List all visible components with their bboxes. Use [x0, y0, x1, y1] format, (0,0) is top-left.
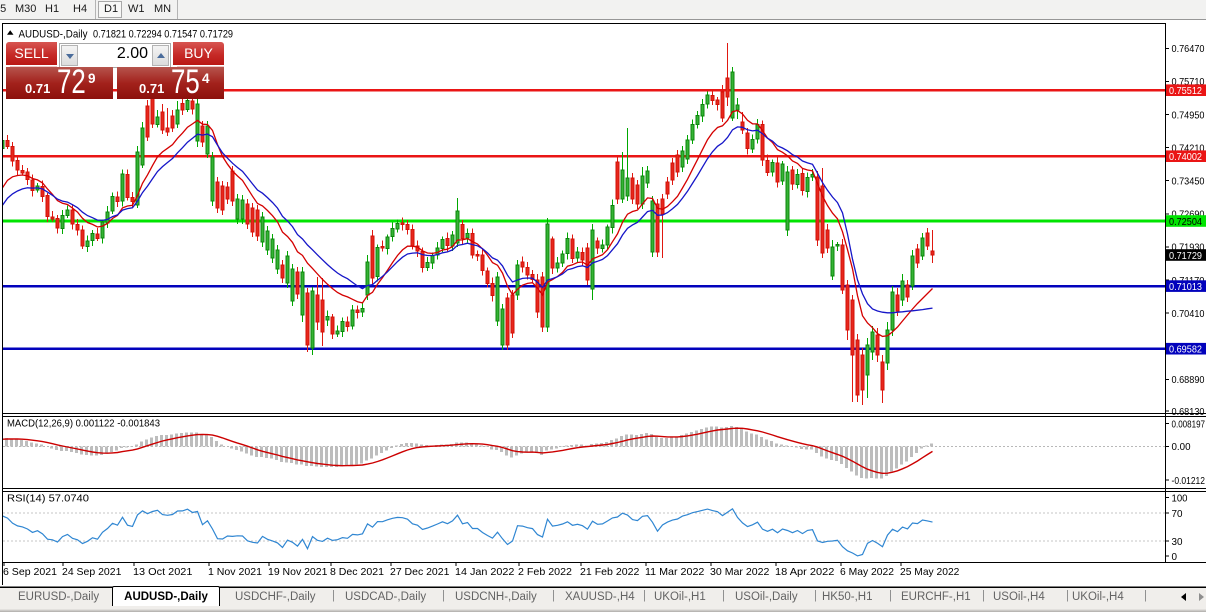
- svg-text:0.00: 0.00: [1172, 441, 1191, 453]
- svg-text:6 May 2022: 6 May 2022: [840, 566, 894, 578]
- svg-text:0.72504: 0.72504: [1169, 216, 1202, 228]
- svg-text:6 Sep 2021: 6 Sep 2021: [3, 566, 57, 578]
- svg-text:2 Feb 2022: 2 Feb 2022: [518, 566, 572, 578]
- svg-text:0.74002: 0.74002: [1169, 151, 1202, 163]
- svg-text:RSI(14) 57.0740: RSI(14) 57.0740: [7, 493, 89, 505]
- svg-text:0.69582: 0.69582: [1169, 344, 1202, 356]
- svg-text:100: 100: [1172, 492, 1188, 504]
- svg-text:27 Dec 2021: 27 Dec 2021: [390, 566, 450, 578]
- svg-text:AUDUSD-,Daily: AUDUSD-,Daily: [19, 29, 88, 41]
- svg-text:0.73450: 0.73450: [1172, 176, 1205, 188]
- svg-text:0: 0: [1172, 551, 1178, 563]
- svg-text:25 May 2022: 25 May 2022: [900, 566, 960, 578]
- svg-text:13 Oct 2021: 13 Oct 2021: [133, 566, 193, 578]
- svg-text:0.70410: 0.70410: [1172, 308, 1205, 320]
- svg-text:0.68890: 0.68890: [1172, 374, 1205, 386]
- svg-text:14 Jan 2022: 14 Jan 2022: [455, 566, 515, 578]
- svg-text:70: 70: [1172, 508, 1183, 520]
- svg-text:0.71821 0.72294 0.71547 0.7172: 0.71821 0.72294 0.71547 0.71729: [93, 29, 233, 41]
- svg-text:MACD(12,26,9) 0.001122 -0.0018: MACD(12,26,9) 0.001122 -0.001843: [7, 418, 160, 430]
- svg-text:0.71729: 0.71729: [1169, 250, 1202, 262]
- svg-text:0.008197: 0.008197: [1172, 418, 1206, 430]
- svg-text:30 Mar 2022: 30 Mar 2022: [710, 566, 770, 578]
- svg-text:24 Sep 2021: 24 Sep 2021: [62, 566, 122, 578]
- svg-text:30: 30: [1172, 536, 1183, 548]
- svg-text:0.74950: 0.74950: [1172, 109, 1205, 121]
- svg-text:1 Nov 2021: 1 Nov 2021: [208, 566, 262, 578]
- svg-text:8 Dec 2021: 8 Dec 2021: [330, 566, 384, 578]
- svg-text:11 Mar 2022: 11 Mar 2022: [645, 566, 705, 578]
- svg-text:18 Apr 2022: 18 Apr 2022: [775, 566, 835, 578]
- svg-text:0.76470: 0.76470: [1172, 43, 1205, 55]
- svg-text:0.71013: 0.71013: [1169, 281, 1202, 293]
- svg-text:21 Feb 2022: 21 Feb 2022: [580, 566, 640, 578]
- svg-text:0.68130: 0.68130: [1172, 406, 1205, 418]
- svg-text:19 Nov 2021: 19 Nov 2021: [268, 566, 328, 578]
- svg-text:-0.01212: -0.01212: [1172, 475, 1206, 487]
- svg-text:0.75512: 0.75512: [1169, 85, 1202, 97]
